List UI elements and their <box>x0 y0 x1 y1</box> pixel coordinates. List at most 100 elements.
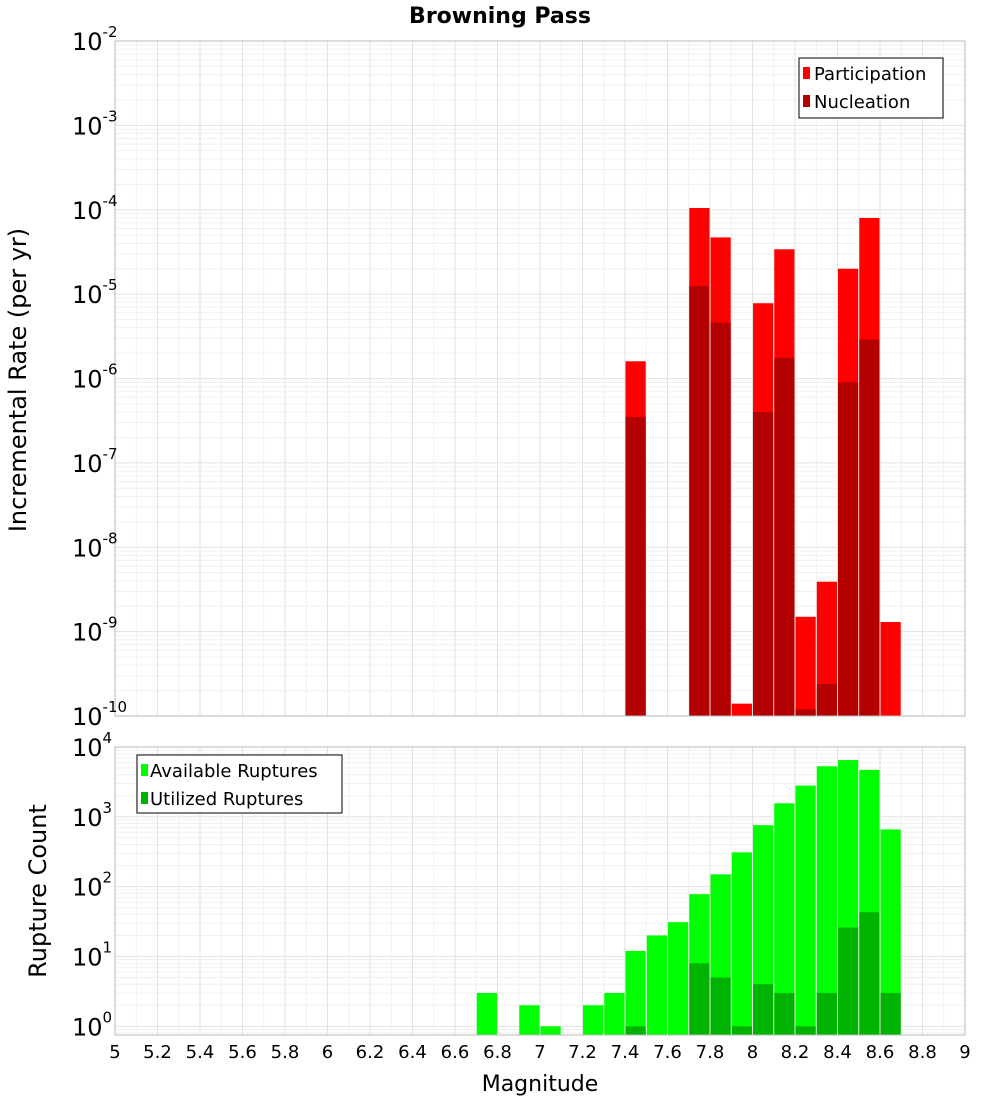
bar-participation <box>816 581 837 716</box>
bar-available-ruptures <box>753 825 774 1035</box>
bar-available-ruptures <box>774 803 795 1035</box>
bar-nucleation <box>625 416 646 716</box>
bar-utilized-ruptures <box>753 984 774 1035</box>
bar-utilized-ruptures <box>880 992 901 1035</box>
count-panel-bars <box>476 760 901 1035</box>
rate-panel-frame <box>114 40 966 717</box>
bar-utilized-ruptures <box>689 963 710 1035</box>
legend-swatch-nucleation <box>803 95 810 107</box>
legend-swatch-utilized <box>141 792 148 804</box>
x-tick-label: 5.6 <box>228 1042 257 1063</box>
y-tick-label: 102 <box>72 869 112 902</box>
x-tick-label: 7.4 <box>611 1042 640 1063</box>
bar-nucleation <box>774 357 795 716</box>
bar-participation <box>880 622 901 716</box>
count-y-axis-label: Rupture Count <box>24 804 52 978</box>
x-tick-label: 8 <box>747 1042 758 1063</box>
bar-participation <box>795 616 816 716</box>
y-tick-label: 101 <box>72 938 112 971</box>
y-tick-label: 103 <box>72 799 112 832</box>
y-tick-label: 10-5 <box>72 276 118 309</box>
count-legend: Available Ruptures Utilized Ruptures <box>136 754 343 814</box>
rate-panel-bars <box>625 207 901 716</box>
x-tick-label: 6.4 <box>398 1042 427 1063</box>
x-tick-label: 8.4 <box>823 1042 852 1063</box>
bar-available-ruptures <box>816 766 837 1035</box>
x-tick-label: 5.2 <box>143 1042 172 1063</box>
y-tick-label: 10-3 <box>72 107 118 140</box>
x-tick-label: 6 <box>322 1042 333 1063</box>
bar-available-ruptures <box>625 950 646 1035</box>
bar-available-ruptures <box>540 1026 561 1035</box>
rate-y-axis-label: Incremental Rate (per yr) <box>4 228 32 532</box>
bar-available-ruptures <box>476 992 497 1035</box>
y-tick-label: 10-9 <box>72 614 118 647</box>
y-tick-label: 10-10 <box>72 698 127 731</box>
legend-label-available: Available Ruptures <box>150 761 318 782</box>
bar-utilized-ruptures <box>625 1026 646 1035</box>
x-tick-label: 8.8 <box>908 1042 937 1063</box>
bar-available-ruptures <box>795 785 816 1035</box>
rate-panel-y-ticks: 10-2 10-3 10-4 10-5 10-6 10-7 10-8 10-9 10-10 <box>72 23 127 731</box>
chart-title: Browning Pass <box>409 4 591 29</box>
bar-utilized-ruptures <box>816 992 837 1035</box>
x-tick-label: 6.6 <box>441 1042 470 1063</box>
bar-available-ruptures <box>519 1005 540 1035</box>
y-tick-label: 10-7 <box>72 445 118 478</box>
y-tick-label: 10-6 <box>72 361 118 394</box>
x-tick-label: 8.2 <box>781 1042 810 1063</box>
bar-available-ruptures <box>604 992 625 1035</box>
y-tick-label: 104 <box>72 729 112 762</box>
bar-nucleation <box>816 683 837 716</box>
x-tick-label: 8.6 <box>866 1042 895 1063</box>
bar-utilized-ruptures <box>710 977 731 1035</box>
count-panel-frame <box>114 746 966 1036</box>
count-panel-x-ticks: 5 5.2 5.4 5.6 5.8 6 6.2 6.4 6.6 6.8 7 7.2 7.4 7.6 7.8 8… <box>109 1042 970 1063</box>
bar-nucleation <box>859 339 880 716</box>
bar-nucleation <box>689 285 710 716</box>
bar-available-ruptures <box>731 852 752 1035</box>
x-tick-label: 5.4 <box>186 1042 215 1063</box>
y-tick-label: 10-2 <box>72 23 118 56</box>
bar-utilized-ruptures <box>731 1026 752 1035</box>
legend-label-nucleation: Nucleation <box>814 92 910 113</box>
x-tick-label: 6.2 <box>356 1042 385 1063</box>
bar-nucleation <box>838 382 859 716</box>
bar-utilized-ruptures <box>859 912 880 1035</box>
bar-nucleation <box>710 322 731 716</box>
x-tick-label: 5 <box>109 1042 120 1063</box>
bar-available-ruptures <box>646 935 667 1035</box>
rate-panel: 10-2 10-3 10-4 10-5 10-6 10-7 10-8 10-9 10-10 In… <box>4 23 966 731</box>
rate-legend: Participation Nucleation <box>798 57 944 119</box>
count-panel-y-ticks: 104 103 102 101 100 <box>72 729 112 1041</box>
legend-swatch-available <box>141 764 148 776</box>
x-axis-label: Magnitude <box>482 1072 599 1097</box>
x-tick-label: 7.2 <box>568 1042 597 1063</box>
x-tick-label: 5.8 <box>271 1042 300 1063</box>
bar-nucleation <box>753 412 774 716</box>
bar-utilized-ruptures <box>774 992 795 1035</box>
legend-label-participation: Participation <box>814 64 926 85</box>
x-tick-label: 7 <box>534 1042 545 1063</box>
count-panel: 104 103 102 101 100 5 5.2 5.4 5.6 5.8 6 6.2 6.4 6.6 6… <box>24 729 971 1097</box>
bar-available-ruptures <box>880 829 901 1035</box>
rate-legend-box <box>798 57 944 119</box>
bar-participation <box>731 703 752 716</box>
x-tick-label: 9 <box>959 1042 970 1063</box>
y-tick-label: 10-4 <box>72 192 118 225</box>
x-tick-label: 7.6 <box>653 1042 682 1063</box>
bar-available-ruptures <box>668 922 689 1035</box>
x-tick-label: 6.8 <box>483 1042 512 1063</box>
count-legend-box <box>136 754 343 814</box>
bar-nucleation <box>795 709 816 716</box>
rate-panel-grid <box>114 40 966 717</box>
legend-label-utilized: Utilized Ruptures <box>150 789 303 810</box>
x-tick-label: 7.8 <box>696 1042 725 1063</box>
y-tick-label: 100 <box>72 1008 112 1041</box>
bar-available-ruptures <box>583 1005 604 1035</box>
bar-utilized-ruptures <box>795 1026 816 1035</box>
legend-swatch-participation <box>803 67 810 79</box>
y-tick-label: 10-8 <box>72 529 118 562</box>
bar-utilized-ruptures <box>838 927 859 1035</box>
